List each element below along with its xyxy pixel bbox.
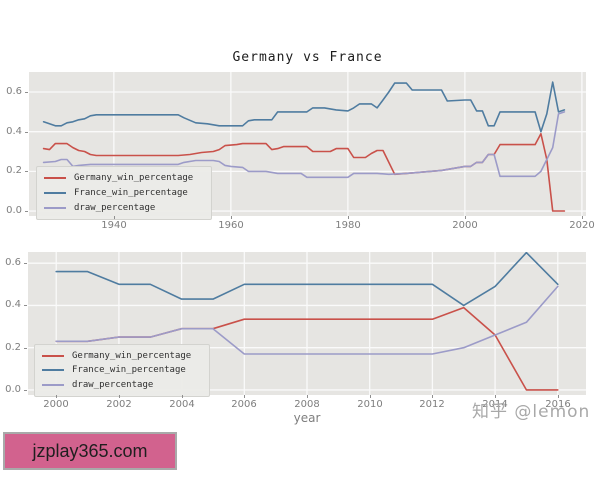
y-tick-mark (24, 263, 27, 264)
x-tick-mark (432, 395, 433, 398)
x-tick-label: 2020 (569, 220, 595, 231)
x-tick-label: 2002 (106, 399, 132, 410)
x-tick-mark (465, 216, 466, 219)
x-tick-mark (348, 216, 349, 219)
x-tick-label: 1980 (335, 220, 361, 231)
x-tick-mark (114, 216, 115, 219)
legend-label-germany: Germany_win_percentage (72, 351, 192, 362)
x-tick-mark (370, 395, 371, 398)
legend-row-france: France_win_percentage (44, 186, 202, 200)
legend-label-germany: Germany_win_percentage (74, 173, 194, 184)
y-tick-label: 0.0 (5, 384, 21, 395)
x-tick-label: 2000 (43, 399, 69, 410)
draw-line-swatch (44, 206, 66, 209)
y-tick-mark (24, 348, 27, 349)
germany-line-swatch (44, 177, 66, 180)
y-tick-label: 0.2 (6, 165, 22, 176)
y-tick-mark (24, 305, 27, 306)
y-tick-label: 0.4 (5, 299, 21, 310)
x-tick-label: 1960 (218, 220, 244, 231)
bottom-chart-lines (28, 252, 586, 395)
x-tick-label: 2000 (452, 220, 478, 231)
x-tick-mark (558, 395, 559, 398)
legend-row-france: France_win_percentage (42, 363, 200, 377)
y-tick-mark (25, 132, 28, 133)
legend-label-draw: draw_percentage (72, 379, 154, 390)
legend-row-germany: Germany_win_percentage (42, 349, 200, 363)
legend-row-germany: Germany_win_percentage (44, 171, 202, 185)
x-tick-mark (495, 395, 496, 398)
x-tick-mark (307, 395, 308, 398)
bottom-legend: Germany_win_percentage France_win_percen… (34, 344, 210, 397)
watermark: 知乎 @lemon (472, 402, 591, 422)
y-tick-mark (25, 171, 28, 172)
x-tick-mark (182, 395, 183, 398)
x-tick-label: 1940 (101, 220, 127, 231)
y-tick-label: 0.6 (5, 257, 21, 268)
y-tick-mark (24, 390, 27, 391)
legend-label-france: France_win_percentage (72, 365, 186, 376)
y-tick-mark (25, 92, 28, 93)
legend-label-france: France_win_percentage (74, 187, 188, 198)
top-plot-area: Germany_win_percentage France_win_percen… (29, 72, 586, 220)
y-tick-mark (25, 211, 28, 212)
legend-row-draw: draw_percentage (44, 201, 202, 215)
x-tick-mark (582, 216, 583, 219)
site-banner: jzplay365.com (3, 432, 177, 470)
legend-label-draw: draw_percentage (74, 202, 156, 213)
x-axis-label: year (293, 411, 321, 425)
x-tick-label: 2014 (482, 399, 508, 410)
x-tick-label: 2016 (545, 399, 571, 410)
top-legend: Germany_win_percentage France_win_percen… (36, 166, 212, 220)
x-tick-mark (56, 395, 57, 398)
legend-row-draw: draw_percentage (42, 378, 200, 392)
France_win_percentage-line (42, 81, 566, 133)
france-line-swatch (44, 191, 66, 194)
x-tick-mark (119, 395, 120, 398)
draw-line-swatch (42, 383, 64, 386)
france-line-swatch (42, 369, 64, 372)
x-tick-label: 2008 (294, 399, 320, 410)
y-tick-label: 0.6 (6, 86, 22, 97)
bottom-plot-area: Germany_win_percentage France_win_percen… (28, 252, 586, 397)
x-tick-label: 2010 (357, 399, 383, 410)
y-tick-label: 0.0 (6, 205, 22, 216)
banner-text: jzplay365.com (32, 440, 148, 461)
x-tick-mark (244, 395, 245, 398)
draw_percentage-line (42, 111, 566, 179)
x-tick-label: 2004 (169, 399, 195, 410)
x-tick-label: 2012 (419, 399, 445, 410)
x-tick-label: 2006 (231, 399, 257, 410)
France_win_percentage-line (55, 252, 559, 307)
chart-title: Germany vs France (232, 50, 383, 65)
germany-line-swatch (42, 355, 64, 358)
x-tick-mark (231, 216, 232, 219)
y-tick-label: 0.4 (6, 126, 22, 137)
draw_percentage-line (55, 285, 559, 355)
y-tick-label: 0.2 (5, 342, 21, 353)
